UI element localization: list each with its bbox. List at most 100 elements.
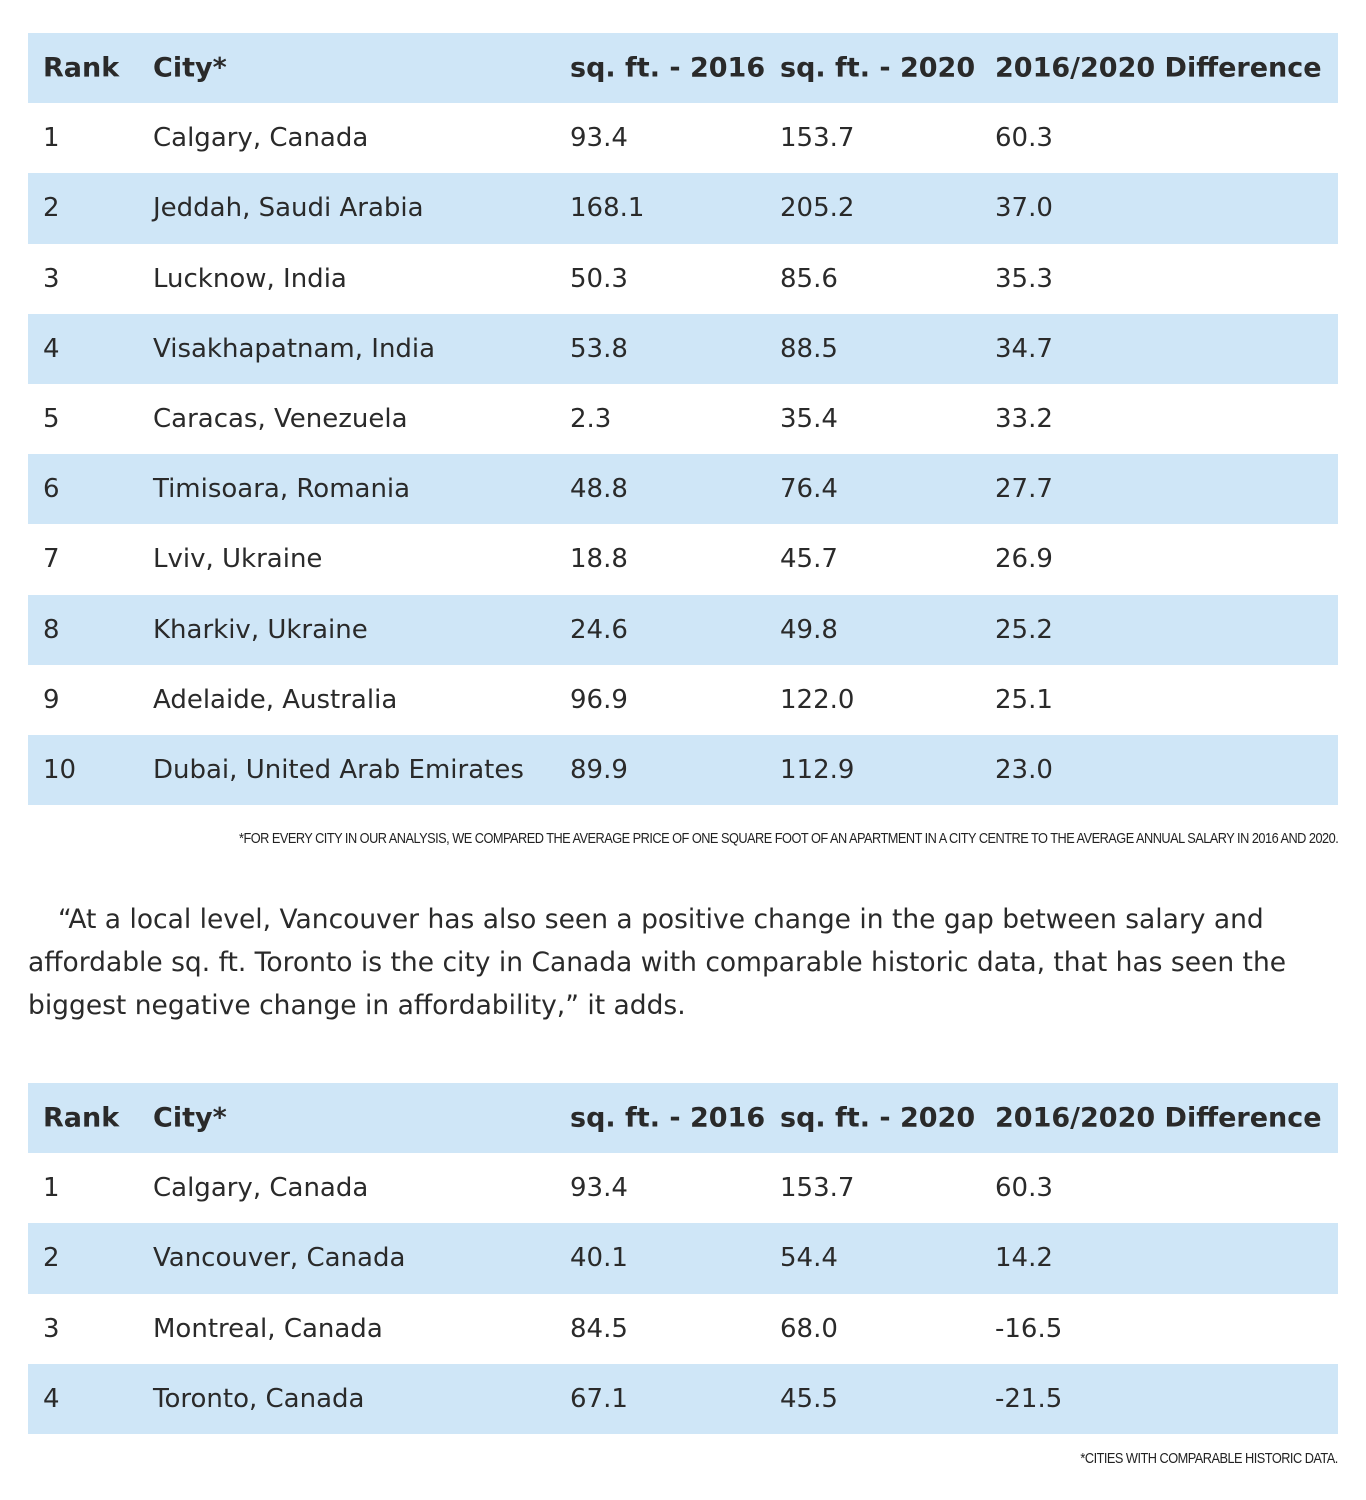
difference-cell: 2016/2020 Difference bbox=[995, 1102, 1322, 1134]
table-row: 1 Calgary, Canada 93.4 153.7 60.3 bbox=[28, 1153, 1338, 1223]
rank-cell: 2 bbox=[43, 1243, 60, 1274]
table-row: 10 Dubai, United Arab Emirates 89.9 112.9 23… bbox=[28, 734, 1338, 806]
sqft-2016-cell: 84.5 bbox=[570, 1313, 628, 1344]
sqft-2016-cell: sq. ft. - 2016 bbox=[570, 1102, 766, 1134]
difference-cell: 26.9 bbox=[995, 544, 1053, 575]
sqft-2016-cell: 24.6 bbox=[570, 614, 628, 645]
sqft-2016-cell: 40.1 bbox=[570, 1243, 628, 1274]
table-row: 4 Visakhapatnam, India 53.8 88.5 34.7 bbox=[28, 313, 1338, 384]
canada-affordability-table: Rank City* sq. ft. - 2016 sq. ft. - 2020 201… bbox=[28, 1083, 1338, 1434]
sqft-2016-cell: 53.8 bbox=[570, 333, 628, 364]
city-cell: Dubai, United Arab Emirates bbox=[153, 754, 524, 785]
table-row: 3 Lucknow, India 50.3 85.6 35.3 bbox=[28, 244, 1338, 314]
difference-cell: 2016/2020 Difference bbox=[995, 52, 1322, 84]
sqft-2020-cell: 153.7 bbox=[780, 1173, 855, 1204]
sqft-2020-cell: 153.7 bbox=[780, 123, 855, 154]
difference-cell: 60.3 bbox=[995, 1173, 1053, 1204]
city-cell: Visakhapatnam, India bbox=[153, 333, 436, 364]
sqft-2020-cell: 76.4 bbox=[780, 474, 838, 505]
difference-cell: 27.7 bbox=[995, 474, 1053, 505]
sqft-2016-cell: 89.9 bbox=[570, 754, 628, 785]
sqft-2020-cell: sq. ft. - 2020 bbox=[780, 52, 976, 84]
difference-cell: 23.0 bbox=[995, 754, 1053, 785]
difference-cell: 33.2 bbox=[995, 404, 1053, 435]
rank-cell: 10 bbox=[43, 754, 77, 785]
table-row: 8 Kharkiv, Ukraine 24.6 49.8 25.2 bbox=[28, 594, 1338, 665]
difference-cell: 25.1 bbox=[995, 684, 1053, 715]
rank-cell: 8 bbox=[43, 614, 60, 645]
city-cell: Lviv, Ukraine bbox=[153, 544, 323, 575]
table-header: Rank City* sq. ft. - 2016 sq. ft. - 2020 201… bbox=[28, 33, 1338, 104]
city-cell: Adelaide, Australia bbox=[153, 684, 398, 715]
rank-cell: 9 bbox=[43, 684, 60, 715]
rank-cell: 3 bbox=[43, 1313, 60, 1344]
rank-cell: Rank bbox=[43, 52, 120, 84]
table2-footnote: *CITIES WITH COMPARABLE HISTORIC DATA. bbox=[1080, 1450, 1339, 1467]
city-cell: Caracas, Venezuela bbox=[153, 404, 408, 435]
table1-footnote: *FOR EVERY CITY IN OUR ANALYSIS, WE COMP… bbox=[238, 830, 1339, 847]
sqft-2016-cell: 2.3 bbox=[570, 404, 612, 435]
sqft-2016-cell: sq. ft. - 2016 bbox=[570, 52, 766, 84]
rank-cell: Rank bbox=[43, 1102, 120, 1134]
table-row: 5 Caracas, Venezuela 2.3 35.4 33.2 bbox=[28, 384, 1338, 454]
city-cell: Timisoara, Romania bbox=[153, 474, 411, 505]
table-header: Rank City* sq. ft. - 2016 sq. ft. - 2020 201… bbox=[28, 1083, 1338, 1154]
table-row: 4 Toronto, Canada 67.1 45.5 -21.5 bbox=[28, 1363, 1338, 1434]
sqft-2016-cell: 50.3 bbox=[570, 263, 628, 294]
rank-cell: 2 bbox=[43, 193, 60, 224]
city-cell: Lucknow, India bbox=[153, 263, 347, 294]
rank-cell: 4 bbox=[43, 1383, 60, 1414]
difference-cell: 25.2 bbox=[995, 614, 1053, 645]
sqft-2020-cell: 35.4 bbox=[780, 404, 838, 435]
sqft-2020-cell: 88.5 bbox=[780, 333, 838, 364]
table-row: 2 Vancouver, Canada 40.1 54.4 14.2 bbox=[28, 1223, 1338, 1294]
sqft-2016-cell: 48.8 bbox=[570, 474, 628, 505]
sqft-2020-cell: 49.8 bbox=[780, 614, 838, 645]
city-cell: Calgary, Canada bbox=[153, 1173, 369, 1204]
city-cell: Montreal, Canada bbox=[153, 1313, 383, 1344]
rank-cell: 6 bbox=[43, 474, 60, 505]
table-row: 6 Timisoara, Romania 48.8 76.4 27.7 bbox=[28, 454, 1338, 525]
table-row: 9 Adelaide, Australia 96.9 122.0 25.1 bbox=[28, 665, 1338, 735]
city-cell: Jeddah, Saudi Arabia bbox=[153, 193, 424, 224]
rank-cell: 1 bbox=[43, 1173, 60, 1204]
sqft-2020-cell: 85.6 bbox=[780, 263, 838, 294]
city-cell: City* bbox=[153, 1102, 227, 1134]
quote-paragraph: “At a local level, Vancouver has also se… bbox=[28, 904, 1287, 1021]
difference-cell: 14.2 bbox=[995, 1243, 1053, 1274]
sqft-2020-cell: sq. ft. - 2020 bbox=[780, 1102, 976, 1134]
city-cell: Calgary, Canada bbox=[153, 123, 369, 154]
rank-cell: 4 bbox=[43, 333, 60, 364]
difference-cell: 35.3 bbox=[995, 263, 1053, 294]
city-cell: City* bbox=[153, 52, 227, 84]
sqft-2016-cell: 67.1 bbox=[570, 1383, 628, 1414]
difference-cell: 60.3 bbox=[995, 123, 1053, 154]
table-row: 1 Calgary, Canada 93.4 153.7 60.3 bbox=[28, 103, 1338, 173]
rank-cell: 1 bbox=[43, 123, 60, 154]
difference-cell: 34.7 bbox=[995, 333, 1053, 364]
sqft-2016-cell: 18.8 bbox=[570, 544, 628, 575]
sqft-2016-cell: 96.9 bbox=[570, 684, 628, 715]
city-cell: Kharkiv, Ukraine bbox=[153, 614, 368, 645]
rank-cell: 7 bbox=[43, 544, 60, 575]
sqft-2020-cell: 122.0 bbox=[780, 684, 855, 715]
table-row: 3 Montreal, Canada 84.5 68.0 -16.5 bbox=[28, 1294, 1338, 1364]
sqft-2020-cell: 112.9 bbox=[780, 754, 855, 785]
sqft-2020-cell: 45.7 bbox=[780, 544, 838, 575]
difference-cell: -21.5 bbox=[995, 1383, 1063, 1414]
sqft-2016-cell: 93.4 bbox=[570, 123, 628, 154]
sqft-2016-cell: 93.4 bbox=[570, 1173, 628, 1204]
table-row: 2 Jeddah, Saudi Arabia 168.1 205.2 37.0 bbox=[28, 173, 1338, 244]
difference-cell: -16.5 bbox=[995, 1313, 1063, 1344]
city-cell: Toronto, Canada bbox=[153, 1383, 365, 1414]
sqft-2020-cell: 205.2 bbox=[780, 193, 855, 224]
sqft-2016-cell: 168.1 bbox=[570, 193, 645, 224]
sqft-2020-cell: 45.5 bbox=[780, 1383, 838, 1414]
city-cell: Vancouver, Canada bbox=[153, 1243, 406, 1274]
difference-cell: 37.0 bbox=[995, 193, 1053, 224]
table-row: 7 Lviv, Ukraine 18.8 45.7 26.9 bbox=[28, 524, 1338, 594]
global-affordability-table: Rank City* sq. ft. - 2016 sq. ft. - 2020 201… bbox=[28, 33, 1338, 806]
sqft-2020-cell: 68.0 bbox=[780, 1313, 838, 1344]
rank-cell: 5 bbox=[43, 404, 60, 435]
rank-cell: 3 bbox=[43, 263, 60, 294]
